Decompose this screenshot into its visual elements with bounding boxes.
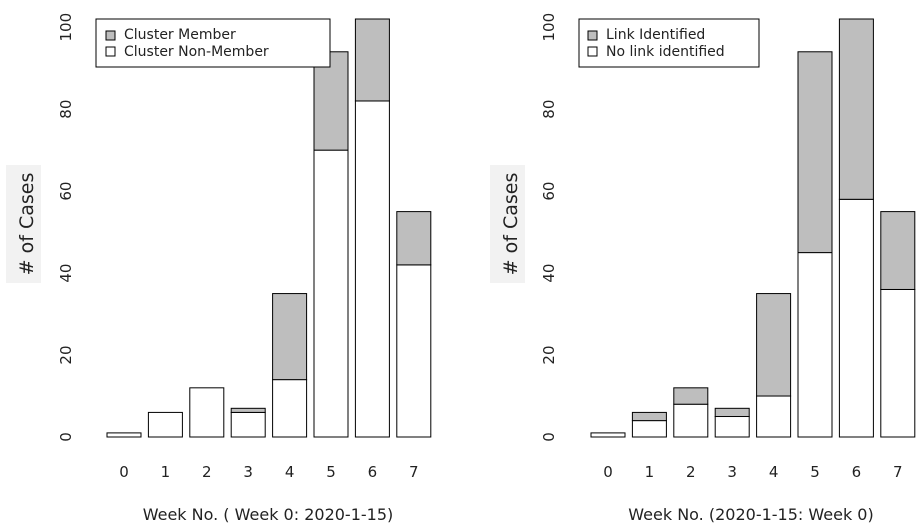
left-legend-box: [95, 18, 331, 68]
left-legend-swatch-cluster-member: [105, 30, 116, 41]
left-y-tick-label: 0: [57, 432, 75, 442]
left-bar-segment-bottom: [189, 387, 225, 438]
left-y-tick-label: 20: [57, 345, 75, 364]
right-bar-segment-bottom: [838, 198, 874, 438]
right-bar-segment-bottom: [631, 420, 667, 438]
left-x-tick-label: 6: [368, 463, 378, 481]
right-bar-segment-top: [838, 18, 874, 200]
right-y-axis-title: # of Cases: [500, 173, 522, 276]
left-legend-label-cluster-non-member: Cluster Non-Member: [124, 44, 269, 60]
left-bar-segment-bottom: [354, 100, 390, 438]
right-x-tick-label: 1: [645, 463, 655, 481]
right-x-tick-label: 5: [810, 463, 820, 481]
left-bar-segment-top: [272, 293, 308, 381]
left-x-tick-label: 3: [243, 463, 253, 481]
right-legend-label-no-link-identified: No link identified: [606, 44, 725, 60]
left-x-tick-label: 0: [119, 463, 129, 481]
left-bars: [106, 18, 432, 438]
left-bar-segment-bottom: [230, 411, 266, 438]
right-bar-segment-top: [797, 51, 833, 254]
right-bar-segment-bottom: [756, 395, 792, 438]
right-bar-segment-bottom: [797, 252, 833, 438]
right-y-tick-label: 0: [540, 432, 558, 442]
right-y-tick-label: 100: [540, 13, 558, 42]
left-legend-swatch-cluster-non-member: [105, 46, 116, 57]
left-bar-segment-bottom: [313, 149, 349, 438]
left-bar-segment-top: [396, 211, 432, 266]
left-y-tick-label: 80: [57, 100, 75, 119]
right-legend-label-link-identified: Link Identified: [606, 27, 705, 43]
right-bar-segment-bottom: [590, 432, 626, 438]
right-legend-swatch-link-identified: [587, 30, 598, 41]
left-ylabel-background: [6, 165, 41, 283]
right-legend: Link Identified No link identified: [578, 18, 760, 68]
right-ylabel-background: [490, 165, 525, 283]
right-legend-swatch-no-link-identified: [587, 46, 598, 57]
right-x-axis-title: Week No. (2020-1-15: Week 0): [628, 505, 873, 524]
right-x-tick-label: 0: [603, 463, 613, 481]
right-y-tick-label: 60: [540, 182, 558, 201]
left-x-tick-label: 1: [161, 463, 171, 481]
left-x-tick-label: 2: [202, 463, 212, 481]
left-bar-segment-top: [230, 407, 266, 413]
right-bar-segment-bottom: [714, 416, 750, 438]
left-bar-segment-bottom: [396, 264, 432, 438]
right-y-tick-labels: 0 20 40 60 80 100: [540, 13, 558, 442]
left-x-tick-label: 4: [285, 463, 295, 481]
right-bar-segment-top: [756, 293, 792, 397]
right-x-tick-label: 7: [893, 463, 903, 481]
left-bar-segment-bottom: [272, 379, 308, 438]
left-bar-segment-bottom: [147, 411, 183, 438]
left-y-tick-labels: 0 20 40 60 80 100: [57, 13, 75, 442]
left-bar-segment-top: [354, 18, 390, 102]
right-bar-segment-top: [714, 407, 750, 418]
right-x-tick-label: 2: [686, 463, 696, 481]
left-y-tick-label: 100: [57, 13, 75, 42]
right-x-tick-labels: 0 1 2 3 4 5 6 7: [603, 463, 902, 481]
left-y-tick-label: 60: [57, 182, 75, 201]
right-bar-segment-bottom: [880, 288, 916, 438]
right-bar-segment-top: [880, 211, 916, 290]
right-y-tick-label: 80: [540, 100, 558, 119]
left-legend-label-cluster-member: Cluster Member: [124, 27, 236, 43]
right-x-tick-label: 4: [769, 463, 779, 481]
left-x-tick-labels: 0 1 2 3 4 5 6 7: [119, 463, 418, 481]
right-legend-box: [578, 18, 760, 68]
left-chart-panel: # of Cases Week No. ( Week 0: 2020-1-15)…: [6, 13, 432, 524]
right-bar-segment-top: [673, 387, 709, 405]
left-x-axis-title: Week No. ( Week 0: 2020-1-15): [143, 505, 394, 524]
left-y-axis-title: # of Cases: [16, 173, 38, 276]
right-x-tick-label: 3: [727, 463, 737, 481]
right-bar-segment-bottom: [673, 403, 709, 438]
right-x-tick-label: 6: [852, 463, 862, 481]
right-y-tick-label: 20: [540, 345, 558, 364]
left-x-tick-label: 7: [409, 463, 419, 481]
left-x-tick-label: 5: [326, 463, 336, 481]
right-y-tick-label: 40: [540, 264, 558, 283]
left-bar-segment-top: [313, 51, 349, 151]
right-bars: [590, 18, 916, 438]
left-legend: Cluster Member Cluster Non-Member: [95, 18, 331, 68]
left-bar-segment-bottom: [106, 432, 142, 438]
left-y-tick-label: 40: [57, 264, 75, 283]
right-chart-panel: # of Cases Week No. (2020-1-15: Week 0) …: [490, 13, 916, 524]
right-bar-segment-top: [631, 411, 667, 422]
